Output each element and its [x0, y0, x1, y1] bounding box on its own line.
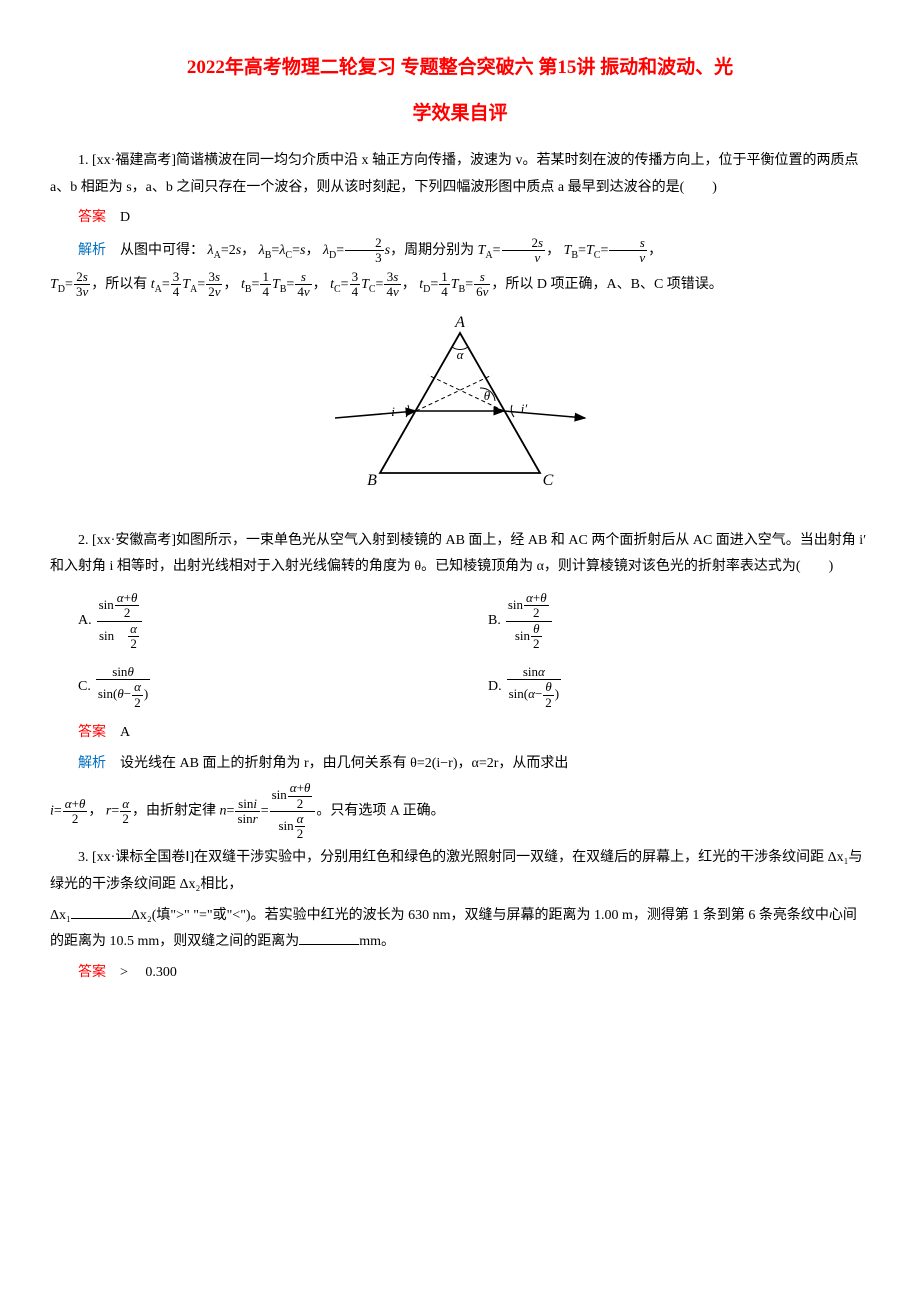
- label-A: A: [454, 314, 465, 331]
- sub-title: 学效果自评: [50, 96, 870, 132]
- q2-options-row1: A. sinα+θ2 sin α2 B. sinα+θ2 sinθ2: [50, 587, 870, 655]
- q3-text-line2: Δx₁Δx₂(填">" "="或"<")。若实验中红光的波长为 630 nm，双…: [50, 903, 870, 956]
- label-B: B: [367, 472, 377, 489]
- q3-text: 3. [xx·课标全国卷Ⅰ]在双缝干涉实验中，分别用红色和绿色的激光照射同一双缝…: [50, 845, 870, 898]
- q2-answer-value: A: [120, 725, 130, 740]
- q2-analysis-text: 设光线在 AB 面上的折射角为 r，由几何关系有 θ=2(i−r)，α=2r，从…: [120, 756, 568, 771]
- q2-mid: ，由折射定律: [132, 804, 216, 819]
- q1-tail: ，所以 D 项正确，A、B、C 项错误。: [491, 277, 722, 292]
- q2-analysis-line2: i=α+θ2， r=α2，由折射定律 n=sinisinr= sinα+θ2 s…: [50, 781, 870, 841]
- q2-text: 2. [xx·安徽高考]如图所示，一束单色光从空气入射到棱镜的 AB 面上，经 …: [50, 528, 870, 581]
- label-C: C: [543, 472, 554, 489]
- q2-answer: 答案 A: [50, 720, 870, 747]
- option-b: B. sinα+θ2 sinθ2: [460, 587, 870, 655]
- analysis-label: 解析: [78, 243, 106, 258]
- q1-answer: 答案 D: [50, 205, 870, 232]
- q1-analysis-line2: TD=2s3v，所以有 tA=34TA=3s2v， tB=14TB=s4v， t…: [50, 270, 870, 300]
- q1-mid: ，周期分别为: [390, 243, 474, 258]
- q2-options-row2: C. sinθ sin(θ−α2) D. sinα sin(α−θ2): [50, 661, 870, 714]
- main-title: 2022年高考物理二轮复习 专题整合突破六 第15讲 振动和波动、光: [50, 50, 870, 86]
- blank-1: [71, 904, 131, 919]
- analysis-label-2: 解析: [78, 756, 106, 771]
- answer-label-2: 答案: [78, 725, 106, 740]
- answer-label: 答案: [78, 210, 106, 225]
- q3-answer: 答案 > 0.300: [50, 960, 870, 987]
- prism-figure: A B C α i θ i′: [50, 313, 870, 514]
- q1-answer-value: D: [120, 210, 130, 225]
- option-d: D. sinα sin(α−θ2): [460, 661, 870, 714]
- q1-text: 1. [xx·福建高考]简谐横波在同一均匀介质中沿 x 轴正方向传播，波速为 v…: [50, 148, 870, 201]
- label-alpha: α: [457, 347, 465, 362]
- q2-tail: 。只有选项 A 正确。: [316, 804, 444, 819]
- label-theta: θ: [484, 388, 491, 403]
- q1-analysis: 解析 从图中可得： λA=2s， λB=λC=s， λD=23s，周期分别为 T…: [50, 236, 870, 266]
- answer-label-3: 答案: [78, 965, 106, 980]
- label-i: i: [391, 404, 395, 419]
- option-c: C. sinθ sin(θ−α2): [50, 661, 460, 714]
- label-iprime: i′: [521, 401, 528, 416]
- q1-analysis-pre: 从图中可得：: [120, 243, 204, 258]
- option-a: A. sinα+θ2 sin α2: [50, 587, 460, 655]
- q3-answer-value: > 0.300: [120, 965, 177, 980]
- q2-analysis: 解析 设光线在 AB 面上的折射角为 r，由几何关系有 θ=2(i−r)，α=2…: [50, 751, 870, 778]
- blank-2: [299, 930, 359, 945]
- q1-mid2: ，所以有: [91, 277, 147, 292]
